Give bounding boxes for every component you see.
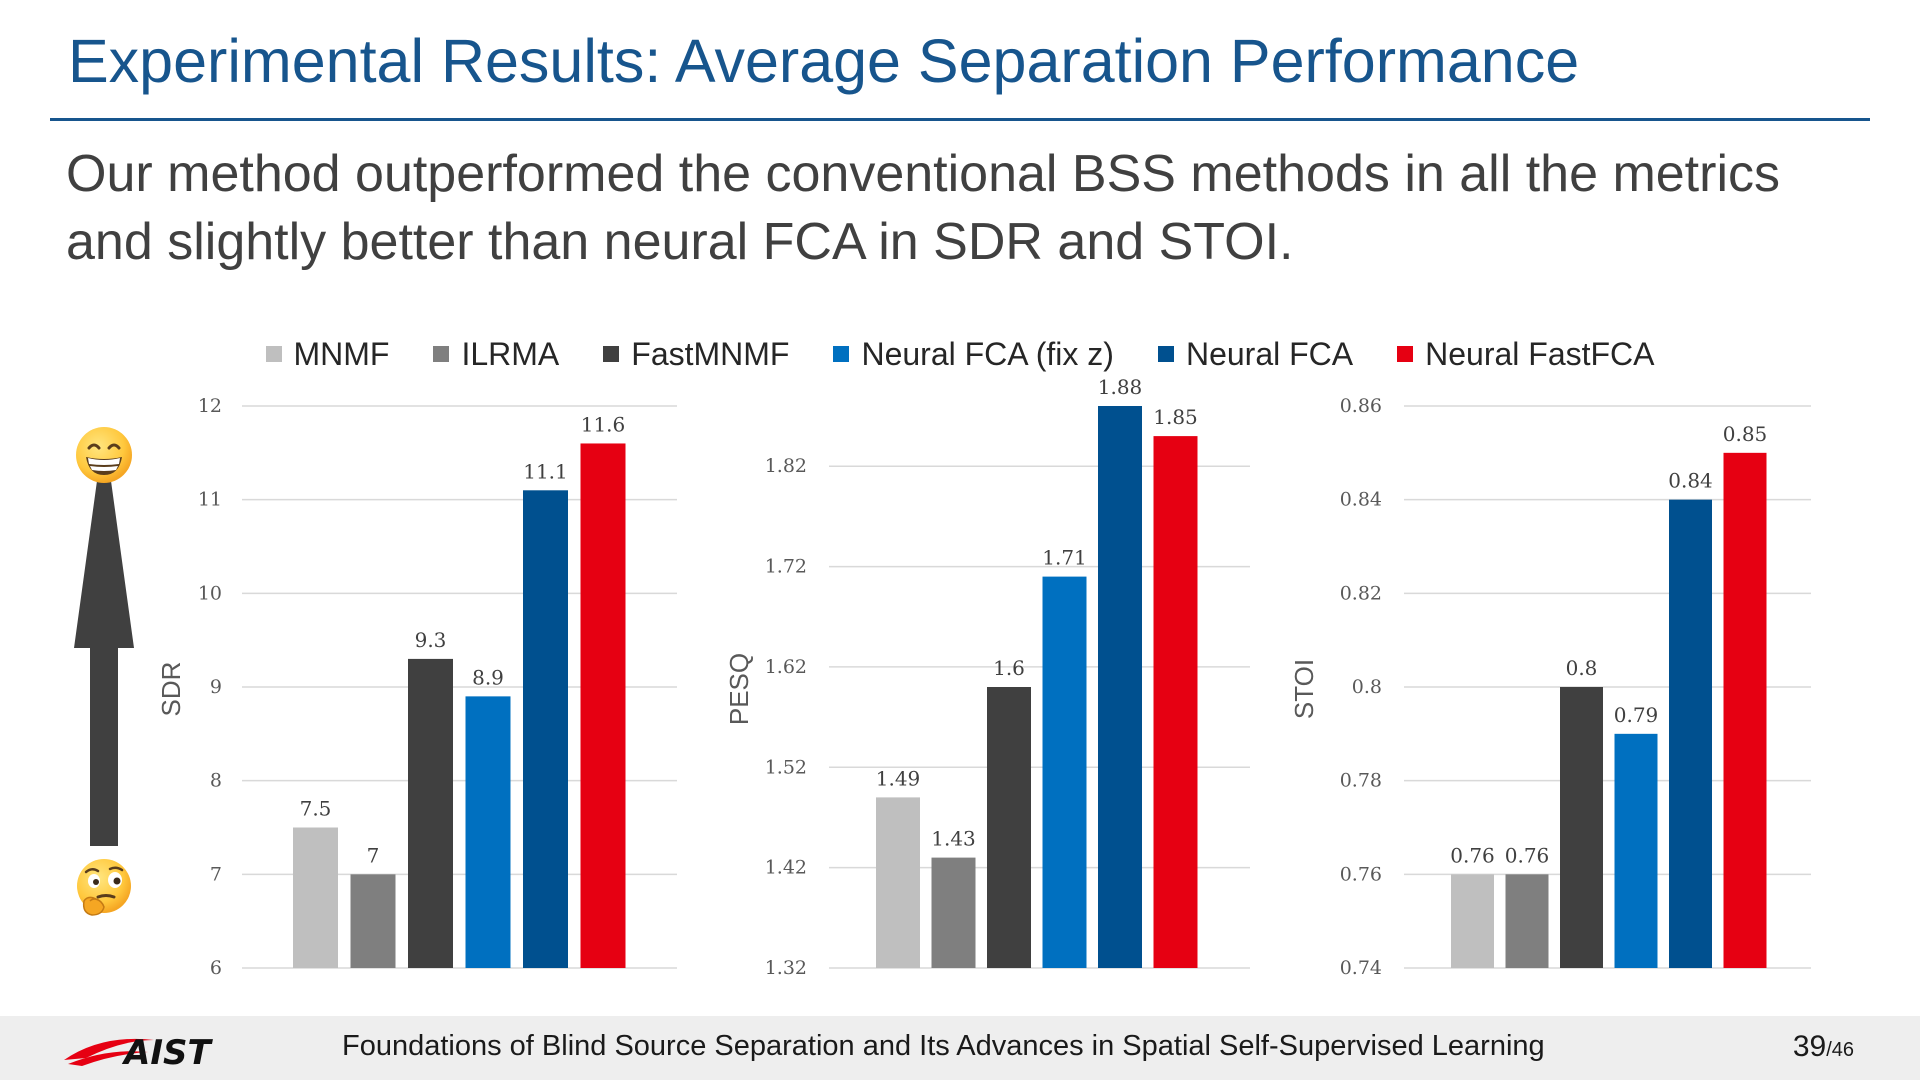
slide-footer: AIST Foundations of Blind Source Separat… [0,1016,1920,1080]
bar [1669,499,1712,968]
bar-value-label: 1.71 [1042,546,1087,570]
bar [1098,406,1142,968]
y-tick-label: 1.52 [765,756,807,778]
bar [580,443,626,968]
legend-swatch [433,346,450,362]
legend-swatch [833,346,850,362]
bar-value-label: 9.3 [415,628,447,652]
legend-label: ILRMA [461,335,560,372]
y-tick-label: 6 [210,957,222,979]
bar-value-label: 8.9 [472,665,504,689]
bar [1451,874,1494,968]
bar-value-label: 0.76 [1505,843,1550,867]
legend-item: FastMNMF [603,336,789,373]
bar-value-label: 1.6 [993,656,1025,680]
legend-label: MNMF [293,335,390,372]
subtitle-line-1: Our method outperformed the conventional… [66,145,1780,203]
bar-value-label: 1.43 [931,827,976,851]
title-divider [50,118,1870,121]
grinning-face-icon [76,427,132,483]
page-total: 46 [1831,1039,1854,1061]
y-tick-label: 10 [198,582,222,604]
subtitle-line-2: and slightly better than neural FCA in S… [66,213,1294,271]
footer-text: Foundations of Blind Source Separation a… [342,1030,1545,1062]
y-tick-label: 1.82 [765,455,807,477]
y-tick-label: 1.32 [765,957,807,979]
bar-value-label: 0.76 [1450,843,1495,867]
bar [987,687,1031,968]
legend-item: Neural FCA [1157,335,1354,373]
y-tick-label: 11 [198,489,222,511]
page-number: 39/46 [1793,1030,1854,1064]
bar [1560,687,1603,968]
bar-value-label: 0.8 [1566,656,1598,680]
y-axis-label: SDR [156,662,186,717]
bar-value-label: 1.85 [1153,405,1198,429]
page-separator: / [1826,1039,1832,1061]
y-tick-label: 0.8 [1352,676,1382,698]
bar [293,827,338,968]
chart-legend: MNMF ILRMA FastMNMF Neural FCA (fix z) Neura… [0,332,1920,376]
y-tick-label: 0.82 [1340,582,1382,604]
legend-item: MNMF [265,335,390,373]
bar [1153,436,1198,968]
y-tick-label: 0.76 [1340,863,1382,885]
chart-pesq: 1.32 1.42 1.52 1.62 1.72 1.82 PESQ 1.49 1.43 1.6 1… [724,375,1250,979]
slide-subtitle: Our method outperformed the conventional… [66,140,1886,276]
legend-label: FastMNMF [631,335,790,372]
bar-value-label: 7.5 [300,797,332,821]
up-arrow-icon [74,430,134,846]
y-axis-label: STOI [1289,659,1319,719]
bar [931,857,976,968]
y-tick-label: 0.84 [1340,489,1382,511]
bar-value-label: 0.79 [1614,703,1659,727]
legend-swatch [265,346,282,362]
bar-value-label: 0.84 [1668,469,1713,493]
bar [1042,576,1087,968]
legend-item: Neural FCA (fix z) [833,335,1114,373]
aist-logo: AIST [64,1033,213,1072]
y-axis-label: PESQ [724,653,754,725]
y-tick-label: 7 [210,863,222,885]
bar-value-label: 7 [367,843,380,867]
bar [1505,874,1549,968]
y-tick-label: 1.42 [765,857,807,879]
page-current: 39 [1792,1030,1827,1063]
bar [350,874,396,968]
legend-label: Neural FCA [1185,335,1354,372]
legend-swatch [1397,346,1414,362]
y-tick-label: 0.78 [1340,770,1382,792]
bar-value-label: 0.85 [1723,422,1768,446]
legend-item: ILRMA [433,336,559,373]
aist-logo-text: AIST [121,1033,213,1072]
slide-title: Experimental Results: Average Separation… [68,27,1580,95]
y-tick-label: 1.62 [765,656,807,678]
y-tick-label: 1.72 [765,556,807,578]
y-tick-label: 8 [210,770,222,792]
y-tick-label: 12 [198,395,222,417]
y-tick-label: 9 [210,676,222,698]
y-tick-label: 0.86 [1340,395,1382,417]
bar [876,797,920,968]
chart-sdr: 6 7 8 9 10 11 12 SDR 7.5 7 9.3 8.9 11.1 11.6 [156,395,677,979]
legend-item: Neural FastFCA [1397,335,1655,373]
bar-value-label: 1.88 [1098,375,1143,399]
bar [1723,452,1767,968]
bar [465,696,511,968]
bar-value-label: 11.1 [523,459,568,483]
legend-swatch [1157,346,1174,362]
bar-value-label: 11.6 [581,412,626,436]
legend-label: Neural FCA (fix z) [861,335,1114,372]
y-tick-label: 0.74 [1340,957,1382,979]
chart-stoi: 0.74 0.76 0.78 0.8 0.82 0.84 0.86 STOI 0.76 0.76 0… [1289,395,1811,979]
thinking-face-icon [77,859,131,916]
bar-value-label: 1.49 [876,766,921,790]
legend-swatch [603,346,620,362]
bar [408,658,453,968]
bar [523,490,568,968]
legend-label: Neural FastFCA [1425,335,1655,372]
bar [1614,733,1658,968]
